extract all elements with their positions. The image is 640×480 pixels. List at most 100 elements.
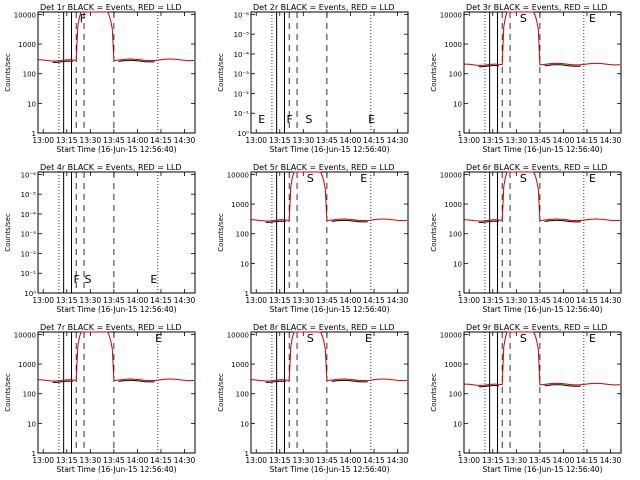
- lld-series-line: [251, 331, 408, 382]
- y-tick-label: 10⁻⁵: [234, 31, 250, 39]
- x-tick-label: 14:30: [174, 456, 196, 465]
- x-tick-label: 14:30: [600, 136, 622, 145]
- y-axis-label: Counts/sec: [217, 53, 225, 92]
- x-tick-label: 13:00: [245, 136, 267, 145]
- x-tick-label: 14:30: [600, 296, 622, 305]
- panel-title: Det 6r BLACK = Events, RED = LLD: [466, 163, 608, 172]
- y-tick-label: 10⁰: [237, 130, 249, 138]
- y-tick-label: 10000: [14, 331, 36, 339]
- x-tick-label: 13:30: [293, 296, 315, 305]
- panel-title: Det 1r BLACK = Events, RED = LLD: [40, 3, 182, 12]
- x-tick-label: 14:00: [553, 136, 575, 145]
- y-tick-label: 10: [27, 100, 36, 108]
- x-tick-label: 13:15: [269, 456, 291, 465]
- events-series-line: [52, 60, 74, 63]
- lld-series-line: [464, 11, 621, 66]
- y-tick-label: 100: [449, 231, 462, 239]
- y-tick-label: 1: [32, 130, 36, 138]
- y-tick-label: 10: [27, 420, 36, 428]
- x-tick-label: 14:30: [387, 136, 409, 145]
- x-tick-label: 13:45: [103, 456, 125, 465]
- lld-series-line: [464, 331, 621, 386]
- y-tick-label: 1: [458, 450, 462, 458]
- x-tick-label: 13:30: [293, 456, 315, 465]
- y-tick-label: 100: [23, 391, 36, 399]
- y-tick-label: 1: [32, 450, 36, 458]
- x-tick-label: 13:30: [506, 136, 528, 145]
- y-tick-label: 100: [236, 231, 249, 239]
- x-tick-label: 14:15: [576, 296, 598, 305]
- x-tick-label: 14:30: [387, 296, 409, 305]
- y-axis-label: Counts/sec: [217, 373, 225, 412]
- x-tick-label: 13:45: [529, 136, 551, 145]
- events-series-line: [478, 65, 500, 68]
- x-tick-label: 13:15: [56, 456, 78, 465]
- y-tick-label: 10000: [440, 11, 462, 19]
- plot-frame: [37, 11, 196, 134]
- x-tick-label: 14:00: [553, 296, 575, 305]
- x-tick-label: 13:00: [32, 296, 54, 305]
- y-tick-label: 10: [453, 260, 462, 268]
- segment-marker-label: E: [365, 332, 372, 345]
- plot-frame: [463, 171, 622, 294]
- events-series-line: [478, 220, 500, 223]
- y-axis-label: Counts/sec: [430, 213, 438, 252]
- panel-title: Det 3r BLACK = Events, RED = LLD: [466, 3, 608, 12]
- x-tick-label: 14:15: [150, 296, 172, 305]
- x-tick-label: 14:00: [127, 136, 149, 145]
- events-series-line: [118, 59, 155, 63]
- y-tick-label: 1000: [18, 361, 36, 369]
- y-tick-label: 10000: [440, 171, 462, 179]
- y-tick-label: 10: [240, 260, 249, 268]
- y-tick-label: 10⁰: [24, 290, 36, 298]
- events-series-line: [52, 380, 74, 383]
- x-tick-label: 13:00: [245, 296, 267, 305]
- x-tick-label: 13:45: [316, 296, 338, 305]
- x-tick-label: 14:15: [576, 136, 598, 145]
- x-axis-label: Start Time (16-Jun-15 12:56:40): [483, 465, 603, 474]
- x-tick-label: 14:00: [127, 296, 149, 305]
- x-tick-label: 13:45: [529, 456, 551, 465]
- events-series-line: [544, 219, 581, 223]
- y-tick-label: 10⁻¹: [21, 270, 37, 278]
- x-tick-label: 13:15: [482, 456, 504, 465]
- y-tick-label: 10000: [14, 11, 36, 19]
- segment-marker-label: F: [80, 12, 86, 25]
- y-tick-label: 100: [449, 391, 462, 399]
- y-tick-label: 10: [240, 420, 249, 428]
- y-tick-label: 10⁻⁵: [21, 191, 37, 199]
- x-tick-label: 13:30: [506, 456, 528, 465]
- lld-series-line: [464, 171, 621, 222]
- y-axis-label: Counts/sec: [4, 213, 12, 252]
- plot-frame: [37, 331, 196, 454]
- x-tick-label: 14:30: [387, 456, 409, 465]
- x-axis-label: Start Time (16-Jun-15 12:56:40): [57, 145, 177, 154]
- x-tick-label: 13:15: [269, 296, 291, 305]
- y-tick-label: 1: [458, 130, 462, 138]
- x-tick-label: 13:15: [56, 296, 78, 305]
- y-tick-label: 10⁻⁴: [234, 51, 250, 59]
- segment-marker-label: E: [368, 113, 375, 126]
- x-axis-label: Start Time (16-Jun-15 12:56:40): [270, 465, 390, 474]
- x-axis-label: Start Time (16-Jun-15 12:56:40): [57, 305, 177, 314]
- segment-marker-label: F: [286, 113, 292, 126]
- panel-title: Det 5r BLACK = Events, RED = LLD: [253, 163, 395, 172]
- events-series-line: [331, 379, 368, 383]
- x-tick-label: 13:45: [316, 136, 338, 145]
- segment-marker-label: S: [305, 113, 312, 126]
- events-series-line: [118, 379, 155, 383]
- plot-frame: [37, 171, 196, 294]
- x-tick-label: 13:15: [56, 136, 78, 145]
- x-tick-label: 13:30: [293, 136, 315, 145]
- x-tick-label: 13:45: [103, 136, 125, 145]
- y-tick-label: 10⁻³: [234, 71, 250, 79]
- panel-title: Det 7r BLACK = Events, RED = LLD: [40, 323, 182, 332]
- x-tick-label: 14:00: [340, 136, 362, 145]
- x-tick-label: 14:15: [150, 456, 172, 465]
- x-tick-label: 14:15: [363, 296, 385, 305]
- y-tick-label: 1000: [444, 41, 462, 49]
